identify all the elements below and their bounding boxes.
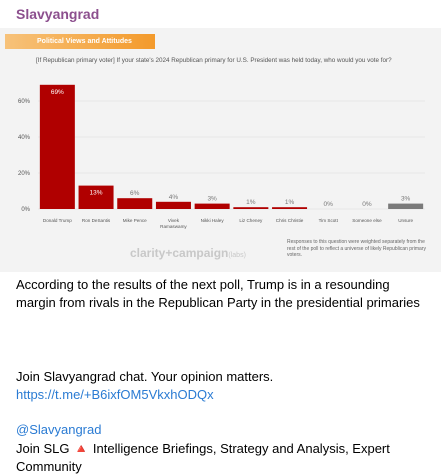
chart-image: 0% 20% 40% 60% 69% 13% 6% 4% 3% 1% 1% 0% 0% 3% Politi… <box>0 28 441 272</box>
y-tick-label: 0% <box>21 207 30 213</box>
value-label: 13% <box>90 190 103 197</box>
bar <box>78 185 114 209</box>
y-tick-label: 40% <box>18 135 31 141</box>
value-label: 4% <box>169 194 179 201</box>
value-label: 1% <box>246 199 256 206</box>
bar <box>272 207 308 209</box>
bar <box>194 203 230 209</box>
x-tick-label: Vivek Ramaswamy <box>160 218 187 229</box>
logo-suffix: (labs) <box>228 252 246 259</box>
chat-text: Join Slavyangrad chat. Your opinion matt… <box>16 369 274 384</box>
x-tick-label: Chris Christie <box>275 218 304 223</box>
x-tick-label: Ron DeSantis <box>81 218 111 223</box>
x-tick-label: Tim Scott <box>318 218 338 223</box>
footer-text: Join SLG 🔺 Intelligence Briefings, Strat… <box>16 441 390 474</box>
x-tick-label: Nikki Haley <box>200 218 224 223</box>
value-label: 3% <box>207 196 217 203</box>
x-tick-label: Liz Cheney <box>239 218 263 223</box>
bar <box>117 198 153 209</box>
logo: clarity+campaign(labs) <box>130 246 246 260</box>
value-label: 6% <box>130 190 140 197</box>
value-label: 69% <box>51 89 64 96</box>
x-tick-label: Someone else <box>352 218 382 223</box>
x-tick-label: Unsure <box>398 218 414 223</box>
bar <box>388 203 424 209</box>
chart-banner: Political Views and Attitudes <box>5 34 155 49</box>
value-label: 0% <box>362 201 372 208</box>
chart-note: Responses to this question were weighted… <box>287 239 426 258</box>
y-tick-label: 20% <box>18 171 31 177</box>
bar <box>233 207 269 209</box>
chart-subtitle: [If Republican primary voter] If your st… <box>36 57 392 64</box>
channel-name[interactable]: Slavyangrad <box>16 6 100 22</box>
handle[interactable]: @Slavyangrad <box>16 422 102 437</box>
logo-text: clarity+campaign <box>130 246 229 260</box>
x-tick-label: Mike Pence <box>122 218 147 223</box>
value-label: 0% <box>324 201 334 208</box>
value-label: 1% <box>285 199 295 206</box>
value-label: 3% <box>401 196 411 203</box>
y-tick-label: 60% <box>18 99 31 105</box>
bar <box>155 201 191 209</box>
chat-link[interactable]: https://t.me/+B6ixfOM5VkxhODQx <box>16 387 214 402</box>
chart: 0% 20% 40% 60% 69% 13% 6% 4% 3% 1% 1% 0% 0% 3% <box>18 84 425 213</box>
bar <box>39 84 75 209</box>
post-text: According to the results of the next pol… <box>16 277 420 310</box>
x-tick-label: Donald Trump <box>42 218 72 223</box>
